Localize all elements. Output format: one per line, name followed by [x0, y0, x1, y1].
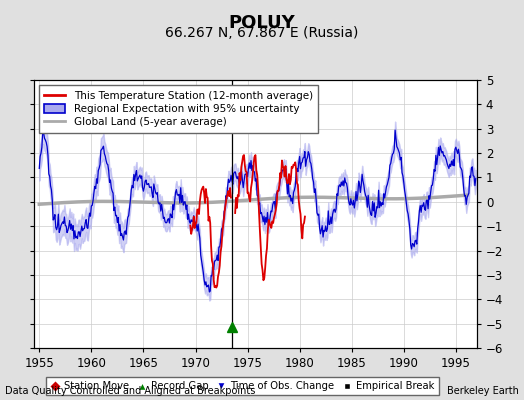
Legend: Station Move, Record Gap, Time of Obs. Change, Empirical Break: Station Move, Record Gap, Time of Obs. C… [46, 377, 439, 395]
Y-axis label: Temperature Anomaly (°C): Temperature Anomaly (°C) [522, 135, 524, 293]
Text: POLUY: POLUY [228, 14, 296, 32]
Text: Data Quality Controlled and Aligned at Breakpoints: Data Quality Controlled and Aligned at B… [5, 386, 256, 396]
Text: Berkeley Earth: Berkeley Earth [447, 386, 519, 396]
Text: 66.267 N, 67.867 E (Russia): 66.267 N, 67.867 E (Russia) [165, 26, 359, 40]
